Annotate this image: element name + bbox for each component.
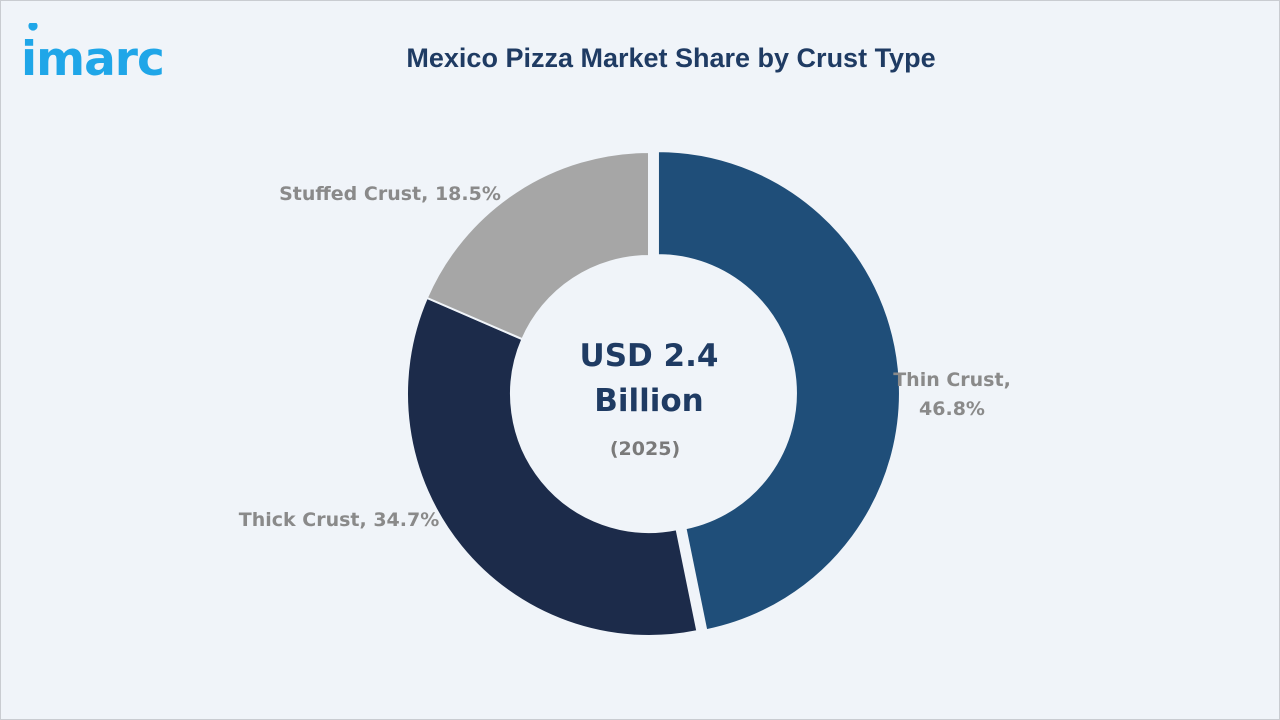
center-year: (2025) xyxy=(610,438,680,460)
logo-text: imarc xyxy=(21,32,164,85)
label-thick-crust: Thick Crust, 34.7% xyxy=(239,509,440,531)
donut-slices xyxy=(406,150,901,637)
label-stuffed-crust: Stuffed Crust, 18.5% xyxy=(279,183,501,205)
center-value-line1: USD 2.4 xyxy=(580,338,719,374)
imarc-logo: imarc xyxy=(21,23,211,85)
slice-thick-crust xyxy=(406,296,699,637)
chart-title: Mexico Pizza Market Share by Crust Type xyxy=(406,43,936,73)
slice-labels: Thin Crust, 46.8% Thick Crust, 34.7% Stuffe… xyxy=(239,183,1011,531)
label-thin-crust-value: 46.8% xyxy=(919,398,985,420)
label-thin-crust-name: Thin Crust, xyxy=(893,369,1011,391)
slice-thin-crust xyxy=(656,150,901,632)
slice-stuffed-crust xyxy=(425,150,650,341)
logo-dot xyxy=(28,23,38,31)
center-value-line2: Billion xyxy=(594,383,704,419)
